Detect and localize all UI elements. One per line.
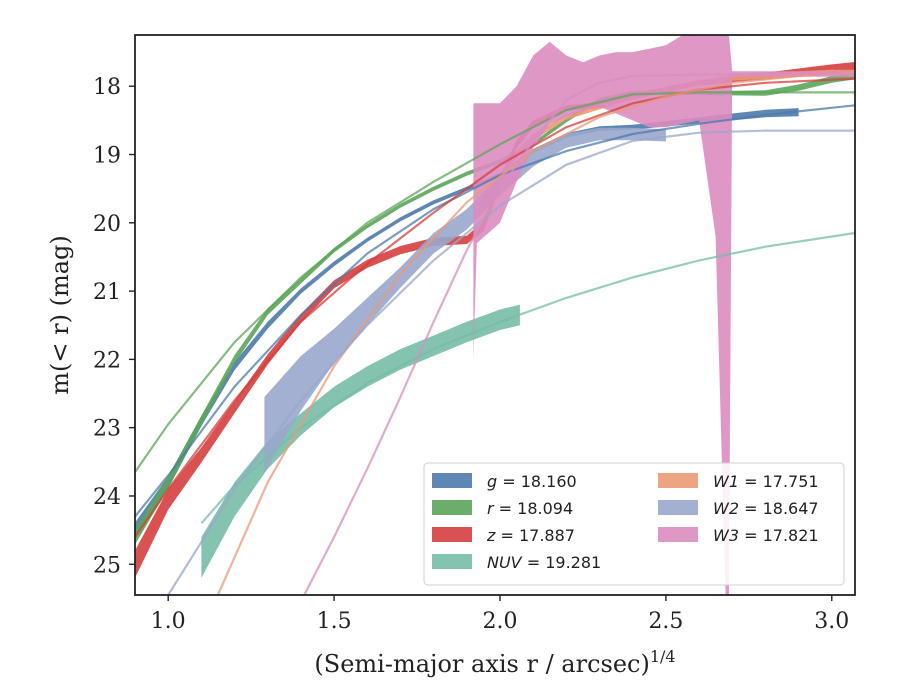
y-tick-label: 21 bbox=[93, 280, 121, 305]
legend-swatch-r bbox=[432, 500, 472, 515]
series-model-line-w3 bbox=[303, 72, 855, 595]
legend-label-r: r = 18.094 bbox=[487, 499, 573, 518]
legend-swatch-nuv bbox=[432, 554, 472, 569]
legend-swatch-z bbox=[432, 527, 472, 542]
x-tick-label: 2.5 bbox=[648, 609, 683, 634]
y-axis-title: m(< r) (mag) bbox=[46, 235, 74, 394]
series-model-line-r bbox=[135, 91, 855, 473]
legend-swatch-g bbox=[432, 473, 472, 488]
legend-label-w3: W3 = 17.821 bbox=[713, 526, 819, 545]
y-tick-label: 24 bbox=[93, 485, 121, 510]
y-tick-label: 18 bbox=[93, 75, 121, 100]
x-tick-label: 1.0 bbox=[151, 609, 186, 634]
legend-label-nuv: NUV = 19.281 bbox=[487, 553, 601, 572]
y-tick-label: 22 bbox=[93, 348, 121, 373]
legend-swatch-w3 bbox=[658, 527, 698, 542]
series-model-line-nuv bbox=[200, 231, 855, 525]
legend-label-z: z = 17.887 bbox=[486, 526, 575, 545]
series-model-line-w2 bbox=[167, 129, 855, 595]
legend-swatch-w1 bbox=[658, 473, 698, 488]
series-band-nuv bbox=[201, 304, 520, 578]
plot-frame bbox=[134, 34, 856, 596]
series-band-g bbox=[135, 108, 799, 538]
legend-label-g: g = 18.160 bbox=[487, 472, 577, 491]
x-axis-title: (Semi-major axis r / arcsec)1/4 bbox=[314, 647, 675, 678]
series-model-line-g bbox=[135, 104, 855, 518]
series-models bbox=[135, 71, 855, 595]
y-tick-label: 23 bbox=[93, 417, 121, 442]
legend-label-w1: W1 = 17.751 bbox=[713, 472, 819, 491]
series-bands bbox=[135, 35, 855, 595]
legend: g = 18.160 r = 18.094 z = 17.887 NUV = 19.2… bbox=[423, 462, 845, 586]
legend-label-w2: W2 = 18.647 bbox=[713, 499, 819, 518]
y-tick-label: 25 bbox=[93, 553, 121, 578]
series-model-line-w1 bbox=[216, 71, 855, 595]
legend-box bbox=[423, 462, 845, 586]
legend-swatch-w2 bbox=[658, 500, 698, 515]
y-tick-label: 20 bbox=[93, 212, 121, 237]
y-tick-label: 19 bbox=[93, 144, 121, 169]
axis-ticks: 1.0 1.5 2.0 2.5 3.0 18 19 20 21 22 23 24 25 bbox=[93, 75, 849, 634]
x-tick-label: 1.5 bbox=[317, 609, 352, 634]
x-tick-label: 3.0 bbox=[814, 609, 849, 634]
x-tick-label: 2.0 bbox=[482, 609, 517, 634]
